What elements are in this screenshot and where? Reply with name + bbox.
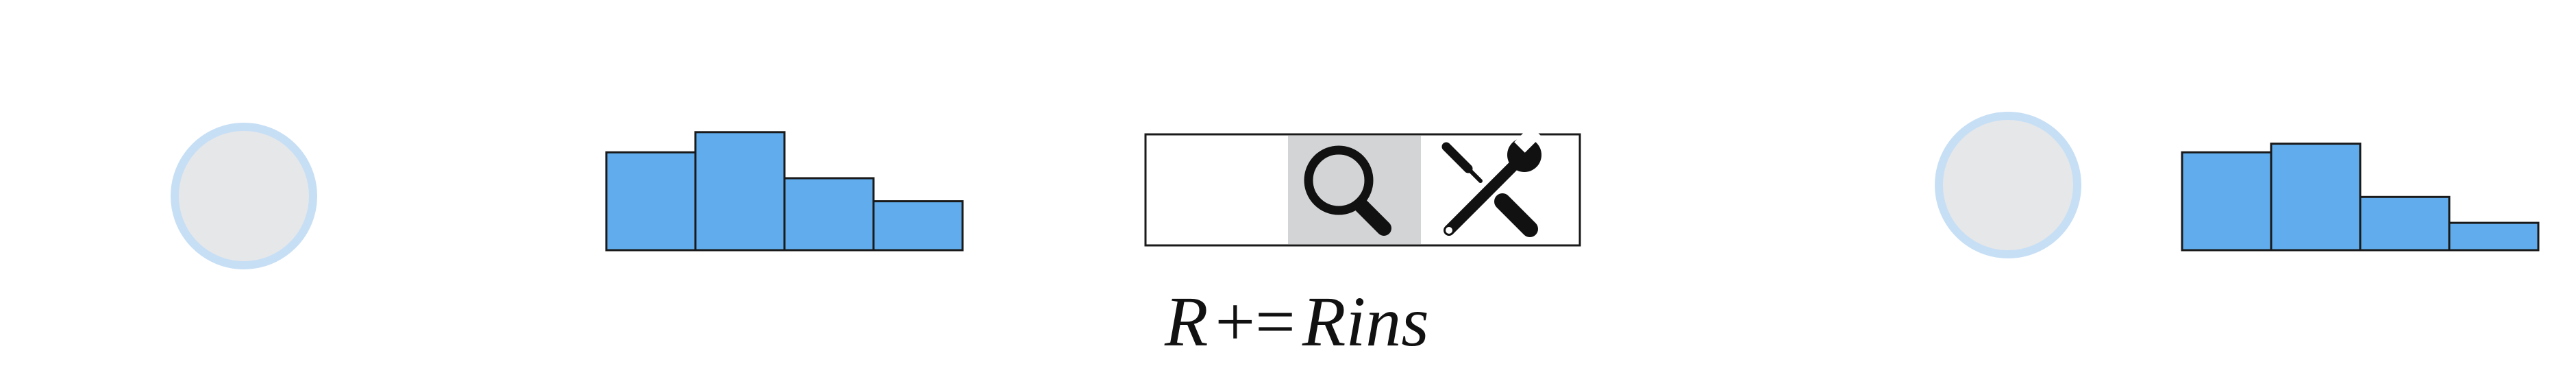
histogram-left: [605, 131, 964, 252]
histogram-right-bar-2: [2270, 143, 2362, 252]
histogram-right-bar-1: [2181, 151, 2272, 252]
histogram-right-bar-4: [2448, 221, 2540, 252]
histogram-right: [2181, 143, 2540, 252]
state-circle-right-fill: [1935, 112, 2081, 258]
formula-lhs: R: [1165, 282, 1209, 361]
state-circle-left-fill: [171, 123, 317, 269]
search-icon[interactable]: [1304, 145, 1391, 236]
state-circle-left: [171, 123, 317, 269]
state-circle-right: [1935, 112, 2081, 258]
reward-update-formula: R+=Rins: [1165, 278, 1548, 367]
toolbar: [1144, 125, 1581, 247]
histogram-left-bar-2: [694, 131, 786, 252]
histogram-left-bar-3: [783, 177, 875, 252]
histogram-left-bar-4: [872, 200, 964, 252]
formula-rhs-main: R: [1302, 282, 1346, 361]
histogram-left-bar-1: [605, 151, 697, 252]
formula-rhs-sub: ins: [1346, 282, 1429, 361]
histogram-right-bar-3: [2359, 195, 2451, 252]
formula-operator: +=: [1215, 282, 1296, 361]
tools-icon[interactable]: [1441, 125, 1541, 237]
